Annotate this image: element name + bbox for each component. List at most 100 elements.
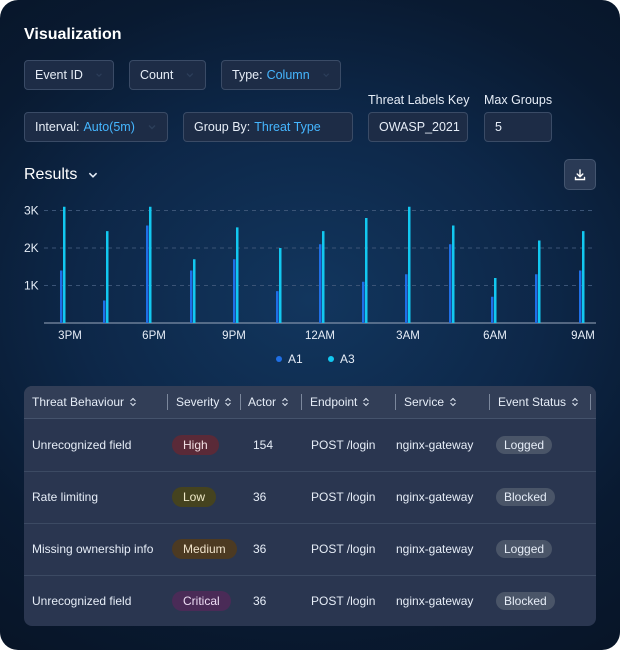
severity-badge: Medium: [172, 539, 237, 559]
column-header-label: Event Status: [498, 395, 567, 409]
actor-cell: 154: [253, 438, 274, 452]
x-tick-label: 9AM: [571, 330, 595, 342]
service-cell: nginx-gateway: [396, 438, 474, 452]
column-header-event-status[interactable]: Event Status: [498, 386, 579, 418]
bar-a1: [579, 270, 582, 323]
threat-labels-key-input[interactable]: OWASP_2021: [368, 112, 468, 142]
y-tick-label: 2K: [24, 241, 39, 255]
sort-icon: [363, 397, 370, 407]
column-divider: [590, 394, 591, 410]
chevron-down-icon: [96, 73, 102, 78]
actor-cell: 36: [253, 542, 267, 556]
x-tick-label: 12AM: [305, 330, 335, 342]
bar-a1: [146, 225, 149, 323]
x-tick-label: 3AM: [396, 330, 420, 342]
endpoint-cell: POST /login: [311, 490, 376, 504]
metric-select[interactable]: Event ID: [24, 60, 114, 90]
bar-a1: [60, 270, 63, 323]
metric-select-value: Event ID: [35, 68, 83, 82]
status-badge: Logged: [496, 436, 553, 454]
type-select[interactable]: Type: Column: [221, 60, 341, 90]
group-by-select[interactable]: Group By: Threat Type: [183, 112, 353, 142]
table-header: Threat Behaviour Severity Actor Endpoint…: [24, 386, 596, 419]
bar-a3: [538, 240, 541, 323]
column-header-service[interactable]: Service: [404, 386, 457, 418]
chevron-down-icon: [322, 73, 329, 78]
column-header-severity[interactable]: Severity: [176, 386, 232, 418]
chevron-down-icon: [186, 73, 194, 78]
chevron-down-icon: [89, 172, 98, 178]
sort-icon: [450, 397, 456, 407]
column-header-label: Endpoint: [310, 395, 358, 409]
actor-cell: 36: [253, 594, 267, 608]
max-groups-value: 5: [495, 120, 502, 134]
threat-labels-key-value: OWASP_2021: [379, 120, 460, 134]
column-header-label: Service: [404, 395, 445, 409]
column-divider: [167, 394, 168, 410]
sort-icon: [130, 397, 136, 407]
column-divider: [301, 394, 302, 410]
column-divider: [240, 394, 241, 410]
bar-a3: [279, 248, 282, 323]
threats-table: Threat Behaviour Severity Actor Endpoint…: [24, 386, 596, 626]
bar-a3: [365, 218, 368, 323]
column-chart: 1K 2K 3K 3PM 6PM 9PM 12AM 3AM 6AM 9AM A1 A3: [24, 204, 596, 366]
endpoint-cell: POST /login: [311, 594, 376, 608]
severity-badge: High: [172, 435, 219, 455]
severity-badge: Critical: [172, 591, 231, 611]
service-cell: nginx-gateway: [396, 542, 474, 556]
threat-labels-key-label: Threat Labels Key: [368, 93, 470, 107]
service-cell: nginx-gateway: [396, 490, 474, 504]
endpoint-cell: POST /login: [311, 542, 376, 556]
column-divider: [489, 394, 490, 410]
bar-a1: [449, 244, 452, 323]
bar-a1: [103, 300, 106, 323]
group-by-select-value: Threat Type: [254, 120, 321, 134]
bar-a3: [149, 206, 152, 323]
bar-a1: [319, 244, 322, 323]
column-header-label: Actor: [248, 395, 277, 409]
status-badge: Blocked: [496, 488, 555, 506]
x-tick-label: 3PM: [58, 330, 82, 342]
results-toggle[interactable]: Results: [24, 166, 99, 184]
download-icon: [574, 168, 586, 180]
max-groups-label: Max Groups: [484, 93, 553, 107]
aggregation-select[interactable]: Count: [129, 60, 206, 90]
column-header-endpoint[interactable]: Endpoint: [310, 386, 370, 418]
type-select-label: Type:: [232, 68, 263, 82]
page-title: Visualization: [24, 26, 122, 43]
interval-select[interactable]: Interval: Auto(5m): [24, 112, 168, 142]
threat-behaviour-cell: Unrecognized field: [32, 438, 132, 452]
legend-swatch-a3: [328, 356, 334, 362]
download-button[interactable]: [564, 159, 596, 190]
sort-icon: [572, 397, 578, 407]
table-row[interactable]: Unrecognized field Critical 36 POST /log…: [24, 575, 596, 626]
status-badge: Blocked: [496, 592, 555, 610]
results-label: Results: [24, 166, 78, 183]
bar-a1: [233, 259, 236, 323]
column-header-label: Threat Behaviour: [32, 395, 125, 409]
column-divider: [395, 394, 396, 410]
bar-a1: [362, 281, 365, 323]
table-row[interactable]: Rate limiting Low 36 POST /login nginx-g…: [24, 471, 596, 524]
bar-a1: [491, 296, 494, 323]
max-groups-input[interactable]: 5: [484, 112, 552, 142]
bar-a1: [535, 274, 538, 323]
table-row[interactable]: Missing ownership info Medium 36 POST /l…: [24, 523, 596, 576]
group-by-select-label: Group By:: [194, 120, 251, 134]
severity-badge: Low: [172, 487, 217, 507]
y-tick-label: 3K: [24, 204, 39, 218]
bar-a3: [494, 278, 497, 323]
x-tick-label: 9PM: [222, 330, 246, 342]
bar-a3: [236, 227, 239, 323]
threat-behaviour-cell: Missing ownership info: [32, 542, 154, 556]
bar-a3: [452, 225, 455, 323]
column-header-actor[interactable]: Actor: [248, 386, 289, 418]
bar-a3: [322, 231, 325, 323]
column-header-threat-behaviour[interactable]: Threat Behaviour: [32, 386, 137, 418]
actor-cell: 36: [253, 490, 267, 504]
table-row[interactable]: Unrecognized field High 154 POST /login …: [24, 419, 596, 472]
threat-behaviour-cell: Rate limiting: [32, 490, 99, 504]
endpoint-cell: POST /login: [311, 438, 376, 452]
x-tick-label: 6AM: [483, 330, 507, 342]
